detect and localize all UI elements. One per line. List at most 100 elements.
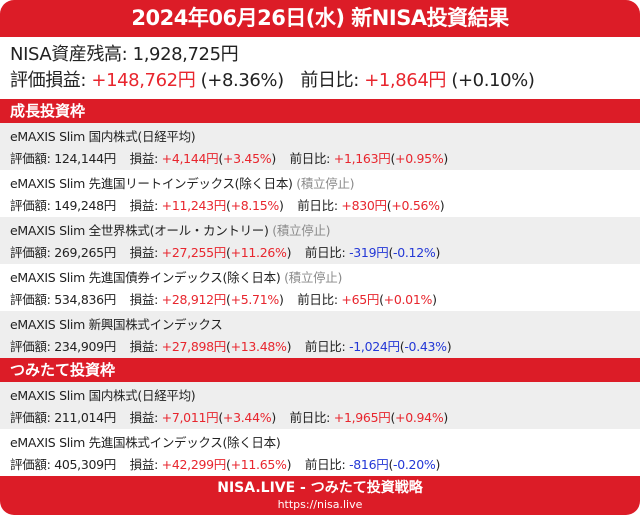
daily-pct: -0.12% xyxy=(393,245,436,260)
pl-pct: (+8.36%) xyxy=(200,70,285,91)
valuation-value: 211,014円 xyxy=(54,410,116,425)
daily-value: +65円 xyxy=(341,292,380,307)
fund-sections: 成長投資枠 eMAXIS Slim 国内株式(日経平均) 評価額: 124,14… xyxy=(0,99,640,476)
valuation-label: 評価額: xyxy=(10,151,55,166)
fund-name: eMAXIS Slim 新興国株式インデックス xyxy=(10,317,223,332)
paren: ) xyxy=(435,245,441,260)
profit-label: 損益: xyxy=(129,457,162,472)
daily-pct: (+0.10%) xyxy=(451,70,535,91)
fund-row: eMAXIS Slim 先進国リートインデックス(除く日本) (積立停止) 評価… xyxy=(0,170,640,217)
paren: ) xyxy=(435,457,441,472)
valuation-label: 評価額: xyxy=(10,245,55,260)
profit-label: 損益: xyxy=(129,151,162,166)
daily-label: 前日比: xyxy=(304,245,350,260)
fund-status: (積立停止) xyxy=(284,270,343,285)
profit-value: +11,243円 xyxy=(161,198,227,213)
daily-label: 前日比: xyxy=(289,410,334,425)
fund-values-line: 評価額: 405,309円 損益: +42,299円(+11.65%) 前日比:… xyxy=(10,454,630,476)
fund-values-line: 評価額: 211,014円 損益: +7,011円(+3.44%) 前日比: +… xyxy=(10,407,630,429)
paren: ( xyxy=(218,410,223,425)
daily-value: -1,024円 xyxy=(349,339,400,354)
profit-pct: +11.65% xyxy=(230,457,287,472)
paren: ) xyxy=(271,410,276,425)
daily-pct: +0.95% xyxy=(395,151,444,166)
valuation-label: 評価額: xyxy=(10,292,55,307)
portfolio-summary: NISA資産残高: 1,928,725円 評価損益: +148,762円 (+8… xyxy=(0,37,640,99)
profit-pct: +8.15% xyxy=(230,198,280,213)
daily-pct: -0.20% xyxy=(393,457,436,472)
paren: ) xyxy=(443,410,448,425)
page-title: 2024年06月26日(水) 新NISA投資結果 xyxy=(0,0,640,37)
paren: ) xyxy=(286,457,292,472)
daily-pct: -0.43% xyxy=(404,339,447,354)
fund-row: eMAXIS Slim 先進国債券インデックス(除く日本) (積立停止) 評価額… xyxy=(0,264,640,311)
profit-value: +27,898円 xyxy=(161,339,227,354)
valuation-value: 405,309円 xyxy=(54,457,116,472)
valuation-label: 評価額: xyxy=(10,410,55,425)
paren: ( xyxy=(379,292,384,307)
profit-value: +7,011円 xyxy=(161,410,219,425)
paren: ( xyxy=(225,457,231,472)
paren: ) xyxy=(443,151,448,166)
profit-label: 損益: xyxy=(129,339,162,354)
paren: ( xyxy=(388,245,394,260)
fund-values-line: 評価額: 234,909円 損益: +27,898円(+13.48%) 前日比:… xyxy=(10,336,630,358)
daily-label: 前日比: xyxy=(300,70,365,91)
profit-pct: +5.71% xyxy=(230,292,280,307)
profit-value: +4,144円 xyxy=(161,151,219,166)
fund-name: eMAXIS Slim 先進国株式インデックス(除く日本) xyxy=(10,435,281,450)
profit-pct: +3.44% xyxy=(222,410,272,425)
fund-values-line: 評価額: 534,836円 損益: +28,912円(+5.71%) 前日比: … xyxy=(10,289,630,311)
profit-value: +28,912円 xyxy=(161,292,227,307)
valuation-label: 評価額: xyxy=(10,198,55,213)
paren: ) xyxy=(278,292,284,307)
daily-value: +830円 xyxy=(341,198,387,213)
paren: ( xyxy=(225,292,231,307)
daily-value: +1,864円 xyxy=(364,70,447,91)
fund-name-line: eMAXIS Slim 先進国株式インデックス(除く日本) xyxy=(10,432,630,454)
footer-brand: NISA.LIVE - つみたて投資戦略 xyxy=(217,480,423,496)
paren: ( xyxy=(386,198,392,213)
fund-values-line: 評価額: 124,144円 損益: +4,144円(+3.45%) 前日比: +… xyxy=(10,148,630,170)
paren: ( xyxy=(388,457,394,472)
balance-line: NISA資産残高: 1,928,725円 xyxy=(10,42,630,68)
profit-pct: +13.48% xyxy=(230,339,287,354)
paren: ( xyxy=(399,339,405,354)
fund-name-line: eMAXIS Slim 国内株式(日経平均) xyxy=(10,126,630,148)
footer-url[interactable]: https://nisa.live xyxy=(277,498,363,511)
fund-row: eMAXIS Slim 国内株式(日経平均) 評価額: 211,014円 損益:… xyxy=(0,382,640,429)
daily-value: -816円 xyxy=(349,457,389,472)
section-header: つみたて投資枠 xyxy=(0,358,640,382)
fund-row: eMAXIS Slim 先進国株式インデックス(除く日本) 評価額: 405,3… xyxy=(0,429,640,476)
profit-label: 損益: xyxy=(129,198,162,213)
profit-label: 損益: xyxy=(129,292,162,307)
section-header: 成長投資枠 xyxy=(0,99,640,123)
profit-value: +42,299円 xyxy=(161,457,227,472)
profit-label: 損益: xyxy=(129,410,162,425)
fund-status: (積立停止) xyxy=(296,176,355,191)
fund-name-line: eMAXIS Slim 先進国債券インデックス(除く日本) (積立停止) xyxy=(10,267,630,289)
daily-label: 前日比: xyxy=(297,292,342,307)
paren: ) xyxy=(286,339,292,354)
fund-row: eMAXIS Slim 国内株式(日経平均) 評価額: 124,144円 損益:… xyxy=(0,123,640,170)
daily-value: +1,163円 xyxy=(333,151,391,166)
fund-status: (積立停止) xyxy=(272,223,331,238)
paren: ( xyxy=(225,245,231,260)
fund-row: eMAXIS Slim 全世界株式(オール・カントリー) (積立停止) 評価額:… xyxy=(0,217,640,264)
pl-label: 評価損益: xyxy=(10,70,92,91)
balance-label: NISA資産残高: xyxy=(10,44,133,65)
profit-pct: +11.26% xyxy=(230,245,287,260)
daily-pct: +0.94% xyxy=(395,410,444,425)
valuation-label: 評価額: xyxy=(10,457,55,472)
paren: ( xyxy=(218,151,223,166)
paren: ( xyxy=(225,339,231,354)
valuation-label: 評価額: xyxy=(10,339,55,354)
fund-name: eMAXIS Slim 国内株式(日経平均) xyxy=(10,129,196,144)
paren: ) xyxy=(446,339,452,354)
daily-label: 前日比: xyxy=(289,151,334,166)
valuation-value: 149,248円 xyxy=(54,198,116,213)
fund-name-line: eMAXIS Slim 新興国株式インデックス xyxy=(10,314,630,336)
daily-label: 前日比: xyxy=(297,198,342,213)
profit-label: 損益: xyxy=(129,245,162,260)
fund-values-line: 評価額: 149,248円 損益: +11,243円(+8.15%) 前日比: … xyxy=(10,195,630,217)
